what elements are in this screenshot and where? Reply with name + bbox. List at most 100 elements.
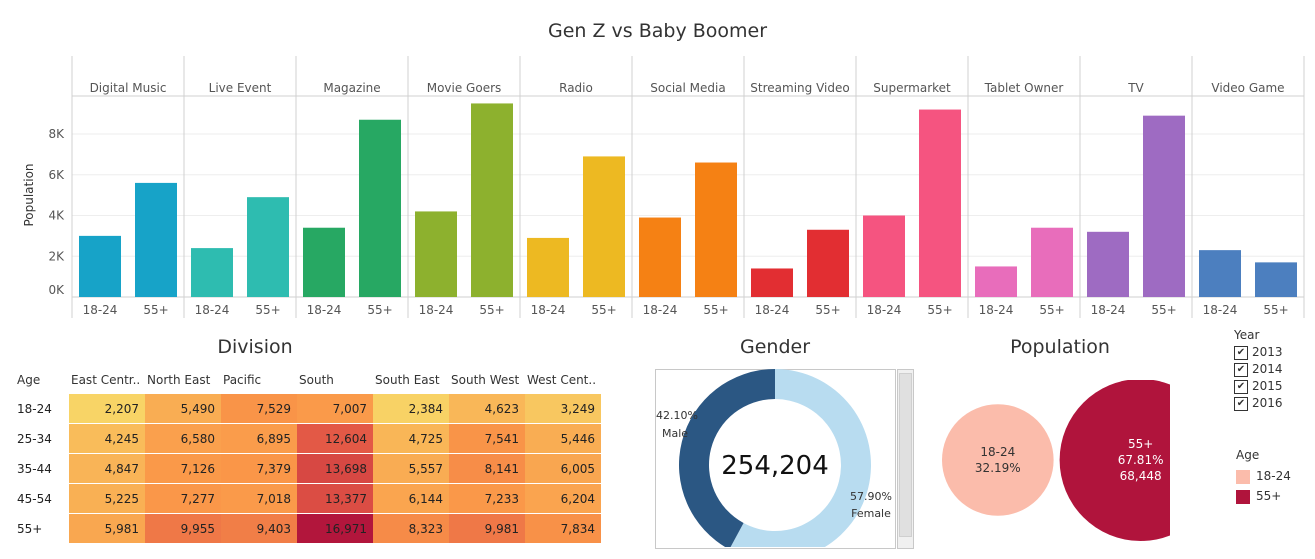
checkbox-icon[interactable]: ✔ [1234,396,1248,411]
heatmap-cell[interactable]: 9,403 [221,513,297,544]
y-axis-label: Population [22,163,36,226]
heatmap-cell[interactable]: 6,580 [145,423,221,454]
bar[interactable] [471,103,513,297]
x-tick-label: 55+ [143,303,168,317]
gender-scrollbar[interactable] [897,369,914,549]
age-legend-item[interactable]: 55+ [1236,486,1291,506]
x-tick-label: 18-24 [867,303,902,317]
bar[interactable] [79,235,121,297]
x-tick-label: 18-24 [83,303,118,317]
heatmap-cell[interactable]: 8,141 [449,453,525,484]
heatmap-cell[interactable]: 5,490 [145,394,221,424]
bar[interactable] [415,211,457,297]
year-option[interactable]: ✔ 2013 [1234,344,1283,361]
heatmap-cell[interactable]: 6,895 [221,423,297,454]
legend-swatch [1236,469,1250,484]
heatmap-cell[interactable]: 4,725 [373,423,449,454]
bar[interactable] [695,162,737,297]
division-title: Division [217,336,293,358]
heatmap-cell[interactable]: 7,529 [221,394,297,424]
heatmap-cell[interactable]: 7,007 [297,394,373,424]
bar[interactable] [751,268,793,297]
heatmap-cell[interactable]: 2,207 [69,394,145,424]
heatmap-cell[interactable]: 6,204 [525,483,601,514]
checkbox-icon[interactable]: ✔ [1234,345,1248,360]
bar[interactable] [135,182,177,297]
checkbox-icon[interactable]: ✔ [1234,362,1248,377]
heatmap-row-label: 55+ [17,521,43,536]
panel-header-label: Supermarket [873,81,951,95]
bar[interactable] [303,227,345,297]
bar[interactable] [975,266,1017,297]
bar[interactable] [1031,227,1073,297]
bubble-young[interactable] [942,404,1054,516]
heatmap-cell[interactable]: 4,847 [69,453,145,484]
heatmap-cell[interactable]: 3,249 [525,394,601,424]
bar[interactable] [1255,262,1297,297]
year-option-label: 2015 [1252,379,1283,393]
heatmap-row-label: 45-54 [17,491,52,506]
heatmap-cell[interactable]: 7,379 [221,453,297,484]
bar[interactable] [1199,250,1241,297]
bubble-senior[interactable] [1059,380,1170,541]
scrollbar-thumb[interactable] [899,373,912,537]
bar[interactable] [863,215,905,298]
bar[interactable] [807,229,849,297]
legend-swatch [1236,489,1250,504]
panel-header-label: Movie Goers [427,81,502,95]
heatmap-cell[interactable]: 12,604 [297,423,373,454]
heatmap-cell[interactable]: 5,981 [69,513,145,544]
donut-slice-male[interactable] [679,369,775,547]
heatmap-cell[interactable]: 2,384 [373,394,449,424]
heatmap-cell[interactable]: 4,245 [69,423,145,454]
panel-header-label: Tablet Owner [984,81,1064,95]
year-option[interactable]: ✔ 2016 [1234,395,1283,412]
year-option[interactable]: ✔ 2015 [1234,378,1283,395]
x-tick-label: 55+ [927,303,952,317]
year-option[interactable]: ✔ 2014 [1234,361,1283,378]
bubble-label: 32.19% [975,461,1021,475]
heatmap-cell[interactable]: 7,277 [145,483,221,514]
heatmap-cell[interactable]: 13,377 [297,483,373,514]
bar[interactable] [919,109,961,297]
gender-title: Gender [739,336,811,358]
heatmap-cell[interactable]: 7,233 [449,483,525,514]
x-tick-label: 18-24 [643,303,678,317]
bar[interactable] [583,156,625,297]
heatmap-cell[interactable]: 6,005 [525,453,601,484]
heatmap-cell[interactable]: 9,955 [145,513,221,544]
bar[interactable] [639,217,681,297]
bar[interactable] [191,248,233,297]
heatmap-cell[interactable]: 7,018 [221,483,297,514]
heatmap-cell[interactable]: 5,446 [525,423,601,454]
heatmap-cell[interactable]: 4,623 [449,394,525,424]
heatmap-cell[interactable]: 7,541 [449,423,525,454]
heatmap-cell[interactable]: 8,323 [373,513,449,544]
bar[interactable] [527,237,569,297]
age-legend-title: Age [1236,448,1260,462]
heatmap-cell[interactable]: 5,557 [373,453,449,484]
heatmap-cell[interactable]: 16,971 [297,513,373,544]
female-name-label: Female [851,507,891,520]
heatmap-cell[interactable]: 7,834 [525,513,601,544]
heatmap-cell[interactable]: 6,144 [373,483,449,514]
bar[interactable] [359,119,401,297]
heatmap-row-label: 35-44 [17,461,52,476]
checkbox-icon[interactable]: ✔ [1234,379,1248,394]
heatmap-cell[interactable]: 5,225 [69,483,145,514]
female-pct-label: 57.90% [850,490,892,503]
age-legend-item[interactable]: 18-24 [1236,466,1291,486]
heatmap-cell[interactable]: 13,698 [297,453,373,484]
bar[interactable] [1087,231,1129,297]
donut-slice-female[interactable] [729,369,871,547]
heatmap-cell[interactable]: 9,981 [449,513,525,544]
bar[interactable] [247,197,289,297]
x-tick-label: 55+ [1151,303,1176,317]
heatmap-cell[interactable]: 7,126 [145,453,221,484]
bar[interactable] [1143,115,1185,297]
age-legend-label: 55+ [1256,489,1282,503]
x-tick-label: 18-24 [419,303,454,317]
y-tick-label: 2K [48,249,65,263]
heatmap-corner-label: Age [17,373,41,387]
heatmap-column-header: South [299,373,334,387]
